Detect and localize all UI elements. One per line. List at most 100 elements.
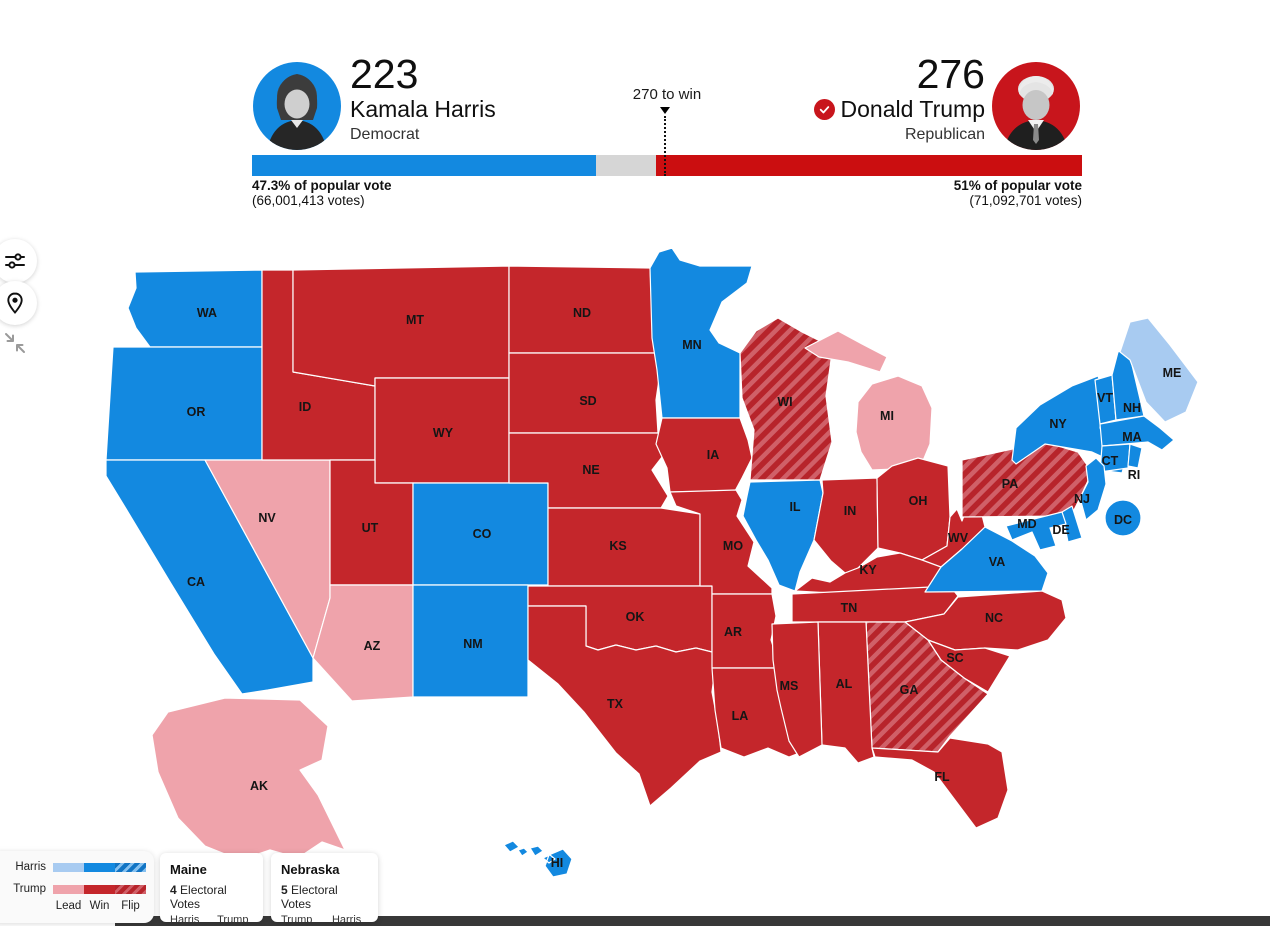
trump-popular-count: (71,092,701 votes) [969,193,1082,208]
state-ME[interactable] [1119,317,1199,423]
harris-popular-vote: 47.3% of popular vote (66,001,413 votes) [252,178,392,208]
state-MD[interactable] [1005,511,1067,551]
trump-name: Donald Trump [840,96,985,122]
undecided-bar-segment [596,155,657,176]
maine-card-title: Maine [170,862,207,877]
state-WY[interactable] [374,377,510,484]
legend-lead-label: Lead [55,900,82,912]
state-VA[interactable] [924,526,1049,593]
nebraska-ev-number: 5 [281,883,288,897]
legend-trump-label: Trump [13,883,46,895]
bottom-dark-strip [115,916,1270,926]
harris-popular-pct: 47.3% of popular vote [252,178,392,193]
state-AK[interactable] [151,697,346,861]
state-KS[interactable] [547,507,701,587]
legend-trump-lead-swatch [53,884,84,894]
state-NJ[interactable] [1079,457,1107,521]
state-FL[interactable] [871,737,1009,829]
harris-electoral-count: 223 [350,51,419,97]
state-DC[interactable] [1104,499,1142,537]
state-AR[interactable] [711,593,781,669]
state-OH[interactable] [876,457,951,561]
harris-photo [253,62,341,150]
card-result-harris: Harris 1 [332,914,368,926]
collapse-arrows-icon [5,333,25,353]
legend-segment-labels: Lead Win Flip [53,900,146,912]
nebraska-results: Trump 4 Harris 1 [281,914,368,926]
state-NM[interactable] [412,584,529,698]
state-AL[interactable] [817,621,875,764]
legend-trump-win-swatch [84,884,115,894]
legend-flip-label: Flip [121,900,140,912]
nebraska-card: Nebraska 5 Electoral Votes Trump 4 Harris… [271,853,378,926]
card-result-trump: Trump 0 [217,914,253,926]
state-ND[interactable] [508,265,657,354]
legend-harris-swatches [53,862,146,872]
legend-trump-swatches [53,884,146,894]
state-DE[interactable] [1061,505,1083,543]
trump-photo [992,62,1080,150]
nebraska-card-title: Nebraska [281,862,340,877]
trump-name-row: Donald Trump [813,96,985,122]
legend-row-harris: Harris [8,861,146,873]
winner-check-icon [813,98,835,120]
state-TX[interactable] [527,605,722,807]
state-IA[interactable] [655,417,753,493]
legend-trump-flip-swatch [115,884,146,894]
state-label-RI: RI [1128,468,1141,482]
map-legend: Harris Trump Lead Win Flip [0,851,154,923]
result-candidate-name: Harris [331,914,362,926]
nebraska-ev-text: Electoral Votes [281,883,338,911]
trump-bar-segment [656,155,1082,176]
state-RI[interactable] [1127,443,1143,469]
legend-harris-win-swatch [84,862,115,872]
state-HI[interactable] [503,840,573,878]
trump-popular-pct: 51% of popular vote [953,178,1082,193]
collapse-map-button[interactable] [2,330,28,356]
state-MS[interactable] [771,621,823,758]
trump-party-label: Republican [904,126,985,143]
legend-harris-label: Harris [15,861,46,873]
trump-electoral-count: 276 [916,51,985,97]
state-OR[interactable] [105,346,263,461]
harris-bar-segment [252,155,597,176]
legend-harris-flip-swatch [115,862,146,872]
state-MO[interactable] [669,489,773,595]
electoral-vote-bar [252,155,1082,176]
result-candidate-name: Trump [281,914,313,926]
result-candidate-name: Trump [217,914,249,926]
result-candidate-name: Harris [170,914,200,926]
maine-electoral-votes: 4 Electoral Votes [170,883,253,911]
state-CO[interactable] [412,482,549,586]
nebraska-electoral-votes: 5 Electoral Votes [281,883,368,911]
threshold-dotted-line [664,116,667,176]
trump-popular-vote: 51% of popular vote (71,092,701 votes) [954,178,1082,208]
state-MN[interactable] [649,247,753,419]
threshold-label: 270 to win [632,86,702,103]
state-MI[interactable] [804,330,933,471]
card-result-harris: Harris 0 [170,914,204,926]
sliders-icon [5,253,25,269]
harris-party-label: Democrat [350,126,420,143]
maine-ev-text: Electoral Votes [170,883,227,911]
card-result-trump: Trump 4 [281,914,319,926]
state-NH[interactable] [1111,347,1145,421]
state-WI[interactable] [739,317,833,481]
state-SD[interactable] [508,352,662,434]
legend-win-label: Win [89,900,110,912]
legend-harris-lead-swatch [53,862,84,872]
threshold-arrow-icon [660,107,671,114]
location-button[interactable] [0,281,37,325]
maine-results: Harris 0 Trump 0 [170,914,253,926]
filters-button[interactable] [0,239,37,283]
maine-card: Maine 4 Electoral Votes Harris 0 Trump 0 [160,853,263,926]
state-MT[interactable] [292,265,510,387]
state-IN[interactable] [813,477,879,574]
state-WA[interactable] [127,269,263,348]
harris-popular-count: (66,001,413 votes) [252,193,365,208]
harris-portrait-icon [267,74,327,150]
location-pin-icon [7,292,23,314]
legend-row-trump: Trump [8,883,146,895]
